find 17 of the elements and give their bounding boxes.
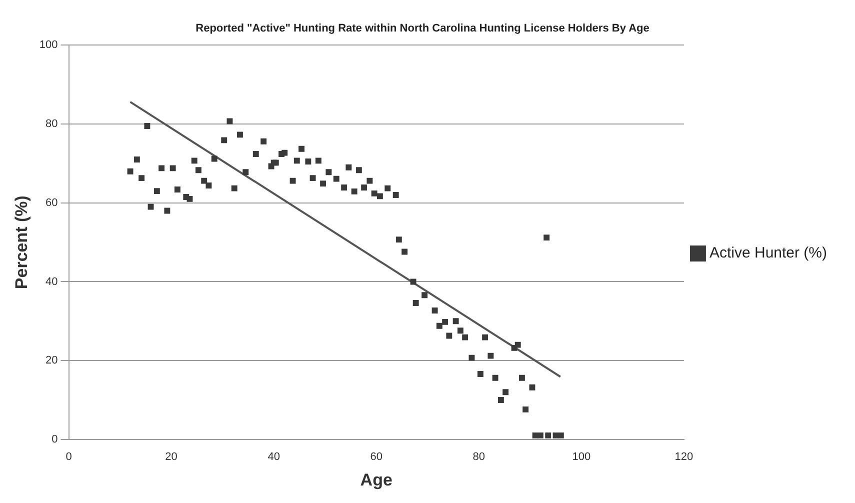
x-tick-label: 100	[572, 451, 591, 464]
x-tick-label: 80	[472, 451, 486, 464]
legend-label: Active Hunter (%)	[709, 244, 828, 262]
x-axis-title: Age	[360, 470, 392, 490]
y-axis-title: Percent (%)	[12, 196, 31, 290]
x-tick-label: 0	[66, 451, 72, 464]
chart-title: Reported "Active" Hunting Rate within North Carolina Hunting License Holders By Age	[196, 22, 650, 35]
y-tick-label: 20	[46, 354, 58, 367]
x-tick-label: 120	[674, 451, 694, 464]
y-tick-label: 60	[46, 196, 58, 209]
y-tick-label: 80	[46, 118, 58, 130]
x-tick-label: 60	[370, 451, 382, 464]
x-tick-label: 20	[165, 451, 178, 464]
y-tick-label: 100	[39, 39, 58, 52]
y-tick-label: 40	[46, 276, 58, 288]
y-tick-label: 0	[52, 433, 58, 446]
x-tick-label: 40	[268, 451, 280, 464]
